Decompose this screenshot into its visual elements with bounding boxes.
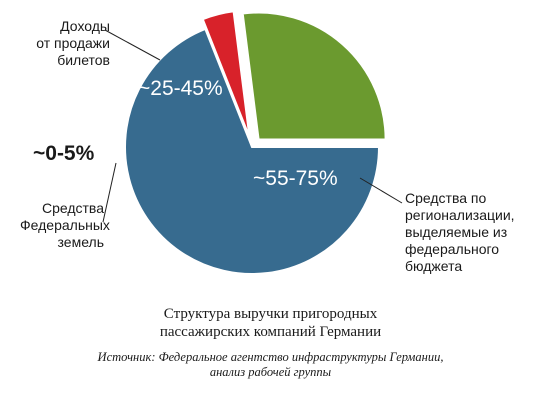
pie-slice-states	[201, 10, 251, 138]
pie-slice-tickets	[241, 11, 387, 141]
pie-chart	[102, 10, 403, 275]
slice-value-states: ~0-5%	[33, 142, 95, 165]
label-line: регионализации,	[405, 207, 515, 223]
chart-title-line: пассажирских компаний Германии	[159, 324, 382, 340]
label-line: Средства	[41, 200, 104, 216]
leader-line-tickets	[104, 29, 161, 61]
slice-label-regional: Средства по регионализации, выделяемые и…	[405, 190, 535, 275]
label-line: Средства по	[405, 190, 487, 206]
label-line: земель	[57, 234, 104, 250]
label-line: федерального	[405, 241, 500, 257]
label-line: выделяемые из	[405, 224, 508, 240]
slice-value-tickets: ~25-45%	[138, 77, 223, 100]
leader-line-regional	[359, 177, 403, 204]
label-line: бюджета	[405, 258, 463, 274]
leader-line-states	[102, 162, 117, 223]
chart-source: Источник: Федеральное агентство инфрастр…	[0, 350, 541, 380]
pie-slice-regional	[124, 27, 381, 275]
label-line: билетов	[57, 52, 110, 68]
label-line: от продажи	[36, 35, 110, 51]
chart-source-line: анализ рабочей группы	[209, 365, 332, 379]
slice-label-tickets: Доходы от продажи билетов	[10, 18, 110, 69]
chart-title-line: Структура выручки пригородных	[163, 306, 378, 322]
label-line: Доходы	[60, 18, 110, 34]
chart-title: Структура выручки пригородных пассажирск…	[0, 305, 541, 341]
label-line: Федеральных	[20, 217, 110, 233]
slice-value-regional: ~55-75%	[253, 167, 338, 190]
slice-label-states: Средства Федеральных земель	[20, 200, 110, 251]
chart-source-line: Источник: Федеральное агентство инфрастр…	[97, 350, 444, 364]
